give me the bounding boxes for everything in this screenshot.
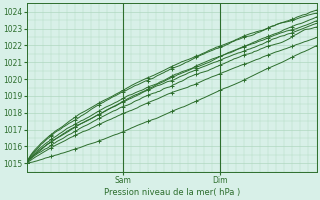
X-axis label: Pression niveau de la mer( hPa ): Pression niveau de la mer( hPa ) (104, 188, 240, 197)
